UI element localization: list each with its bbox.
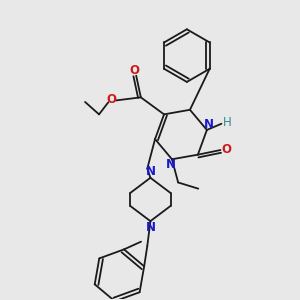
Text: N: N bbox=[165, 158, 176, 171]
Text: O: O bbox=[222, 142, 232, 156]
Text: H: H bbox=[223, 116, 231, 129]
Text: N: N bbox=[203, 118, 213, 131]
Text: O: O bbox=[130, 64, 140, 76]
Text: O: O bbox=[107, 93, 117, 106]
Text: N: N bbox=[146, 221, 155, 234]
Text: N: N bbox=[146, 165, 155, 178]
